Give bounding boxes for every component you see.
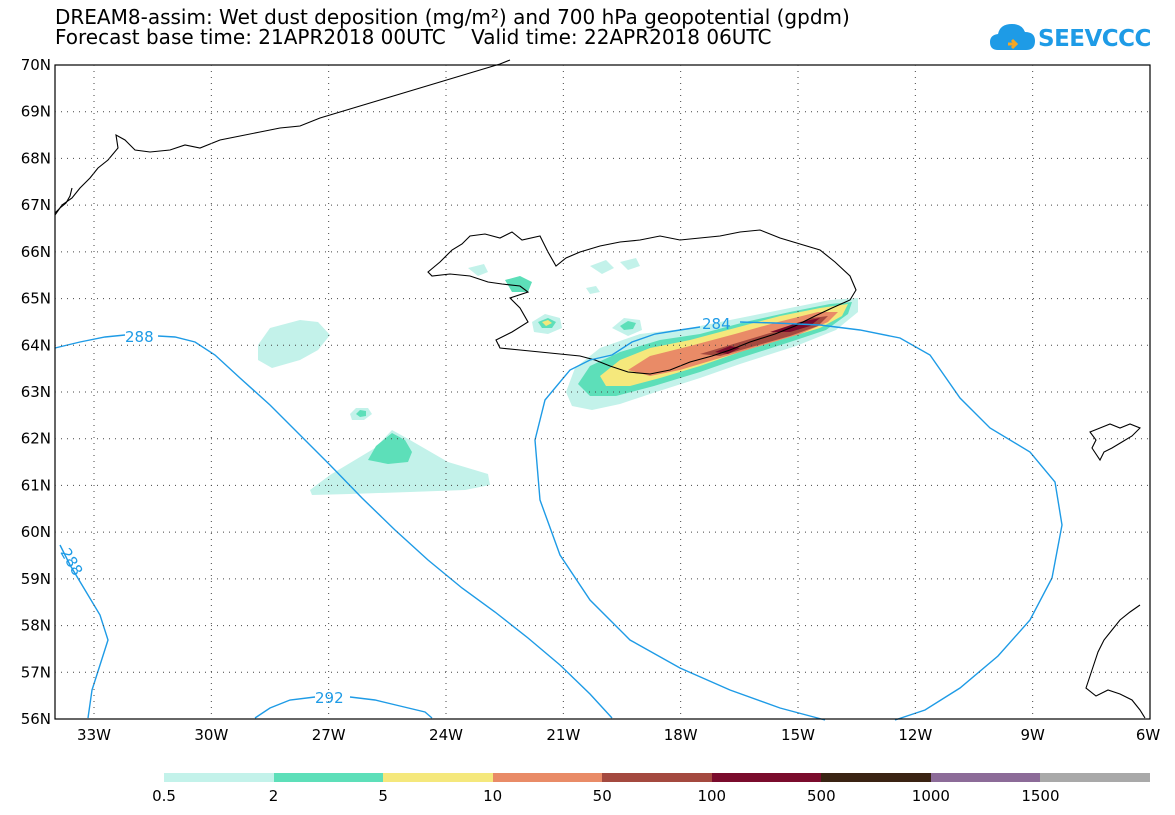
lat-label: 66N <box>21 243 51 261</box>
dust-area-north-coast-east <box>620 258 640 270</box>
contour-label-288: 288 <box>125 328 154 346</box>
lat-label: 67N <box>21 196 51 214</box>
seevccc-logo: SEEVCCC <box>988 18 1151 58</box>
lat-label: 62N <box>21 430 51 448</box>
lat-label: 68N <box>21 149 51 167</box>
lon-label: 15W <box>781 726 815 744</box>
legend-label: 100 <box>697 787 727 805</box>
lat-label: 61N <box>21 476 51 494</box>
dust-area-southwest-core <box>368 433 412 464</box>
lon-label: 12W <box>898 726 932 744</box>
lon-label: 24W <box>429 726 463 744</box>
dust-area-small-west <box>258 320 330 368</box>
legend-swatch <box>383 773 493 782</box>
lat-label: 60N <box>21 523 51 541</box>
contour-label-292: 292 <box>315 689 344 707</box>
dust-area-northwest-fjord <box>505 276 532 292</box>
lat-label: 65N <box>21 290 51 308</box>
latitude-labels: 70N 69N 68N 67N 66N 65N 64N 63N 62N 61N 60N 59N 58N 5… <box>21 56 51 728</box>
dust-deposition-field <box>258 258 858 495</box>
legend-swatch <box>164 773 274 782</box>
lon-label: 21W <box>546 726 580 744</box>
legend-label: 1500 <box>1021 787 1060 805</box>
chart-title-line-2: Forecast base time: 21APR2018 00UTC Vali… <box>55 25 772 49</box>
contour-label-284: 284 <box>702 315 731 333</box>
contour-292 <box>254 696 433 719</box>
legend-swatch <box>1040 773 1150 782</box>
legend-swatch <box>930 773 1041 782</box>
lon-label: 33W <box>77 726 111 744</box>
lat-label: 58N <box>21 617 51 635</box>
legend-label: 0.5 <box>152 787 176 805</box>
legend-label: 10 <box>483 787 503 805</box>
contour-284 <box>534 321 1063 721</box>
lon-label: 30W <box>194 726 228 744</box>
contour-288-north <box>54 334 613 719</box>
legend-swatch <box>711 773 822 782</box>
lat-label: 64N <box>21 336 51 354</box>
dust-area-northwest-fjord-light <box>468 264 488 276</box>
legend-swatch <box>273 773 384 782</box>
geopotential-contours <box>54 321 1063 721</box>
contour-288-south <box>59 544 109 719</box>
greenland-coast <box>54 59 511 216</box>
lat-label: 63N <box>21 383 51 401</box>
cloud-icon <box>990 24 1035 50</box>
longitude-labels: 33W 30W 27W 24W 21W 18W 15W 12W 9W 6W <box>77 726 1160 744</box>
lon-label: 6W <box>1136 726 1161 744</box>
legend-label: 50 <box>592 787 612 805</box>
lon-label: 9W <box>1020 726 1045 744</box>
dust-plume-core <box>770 318 820 332</box>
lat-label: 56N <box>21 710 51 728</box>
legend-swatch <box>602 773 712 782</box>
lon-label: 18W <box>664 726 698 744</box>
lon-label: 27W <box>312 726 346 744</box>
legend-label: 1000 <box>911 787 950 805</box>
contour-label-288-south: 288 <box>57 545 87 579</box>
dust-area-islet-core <box>356 410 366 417</box>
legend-swatch <box>492 773 603 782</box>
chart-title-line-1: DREAM8-assim: Wet dust deposition (mg/m²… <box>55 5 850 29</box>
lat-label: 59N <box>21 570 51 588</box>
legend-label: 500 <box>807 787 836 805</box>
greenland-coast-south <box>54 187 73 214</box>
graticule <box>55 65 1150 719</box>
legend-swatch <box>821 773 931 782</box>
scotland-coast <box>1085 604 1146 719</box>
legend-label: 2 <box>268 787 279 805</box>
logo-text: SEEVCCC <box>1038 26 1151 52</box>
dust-area-north-coast <box>590 260 614 274</box>
dust-area-center-small-core <box>620 321 636 330</box>
lat-label: 70N <box>21 56 51 74</box>
lat-label: 57N <box>21 663 51 681</box>
faroe-islands <box>1089 423 1141 462</box>
lat-label: 69N <box>21 103 51 121</box>
legend-label: 5 <box>378 787 388 805</box>
dust-area-north-small <box>586 286 600 294</box>
dust-area-west-iceland-peak <box>542 320 552 326</box>
